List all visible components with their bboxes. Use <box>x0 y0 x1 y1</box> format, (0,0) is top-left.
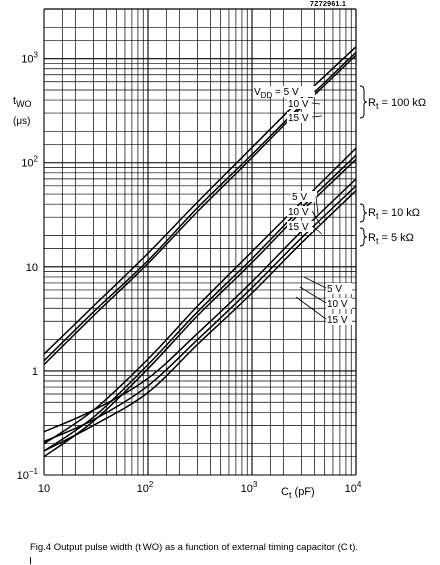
y-tick-label: 103 <box>21 51 38 66</box>
curve-label-background <box>287 112 313 123</box>
grid <box>43 8 357 476</box>
leader-line <box>311 210 321 225</box>
curve-label-background <box>291 191 317 202</box>
curve-label: 10 V <box>288 99 309 110</box>
group-brace <box>359 203 368 223</box>
group-brace <box>359 85 368 119</box>
curve-label: VDD = 5 V <box>254 87 299 100</box>
group-label: Rt = 10 kΩ <box>368 207 420 221</box>
x-axis-label: Ct (pF) <box>281 486 315 500</box>
curve-label: 15 V <box>288 113 309 124</box>
curve-label-background <box>326 298 352 309</box>
leader-line <box>299 286 327 304</box>
x-tick-label: 10 <box>38 483 50 495</box>
series-line-3-3 <box>43 190 357 452</box>
group-label: Rt = 5 kΩ <box>368 232 414 246</box>
y-tick-label: 10 <box>26 262 38 274</box>
x-tick-label: 104 <box>345 480 362 495</box>
x-tick-label: 102 <box>137 480 154 495</box>
curve-label-background <box>287 98 313 109</box>
curve-label: 15 V <box>288 222 309 233</box>
caption-marker <box>30 557 31 564</box>
curve-label-background <box>287 206 313 217</box>
leader-line <box>313 90 319 94</box>
y-tick-label: 10−1 <box>17 467 39 482</box>
group-brace <box>359 227 368 247</box>
curve-label-background <box>287 221 313 232</box>
curve-label: 5 V <box>292 192 307 203</box>
leader-line <box>311 225 323 235</box>
y-tick-label: 102 <box>21 155 38 170</box>
curve-label-background <box>326 283 352 294</box>
annotations: tWO(μs)Ct (pF)VDD = 5 V10 V15 V5 V10 V15… <box>13 85 426 500</box>
curve-label: 10 V <box>327 299 348 310</box>
tick-labels: 10 102 103 104 10−1 1 10 102 103 <box>17 51 362 495</box>
series-line-1-1 <box>43 46 357 355</box>
curve-label: 15 V <box>327 315 348 326</box>
leader-line <box>303 276 327 289</box>
leader-line <box>311 102 321 105</box>
leader-line <box>311 115 323 118</box>
curve-label: 5 V <box>327 284 342 295</box>
series-line-3-2 <box>43 185 357 443</box>
y-tick-label: 1 <box>32 366 38 378</box>
group-label: Rt = 100 kΩ <box>368 97 426 111</box>
y-axis-unit: (μs) <box>13 116 30 127</box>
x-tick-label: 103 <box>241 480 258 495</box>
curve-label-background <box>253 86 315 97</box>
curve-label-background <box>326 314 352 325</box>
curve-label: 10 V <box>288 207 309 218</box>
chart: 10 102 103 104 10−1 1 10 102 103 tWO (μs) Ct (pF) V… <box>13 8 426 500</box>
leader-line <box>295 296 327 320</box>
y-axis-label: tWO <box>13 95 32 109</box>
leader-line <box>315 195 319 215</box>
figure-reference: 7Z72961.1 <box>310 1 347 8</box>
figure-caption: Fig.4 Output pulse width (t WO) as a fun… <box>30 542 358 553</box>
